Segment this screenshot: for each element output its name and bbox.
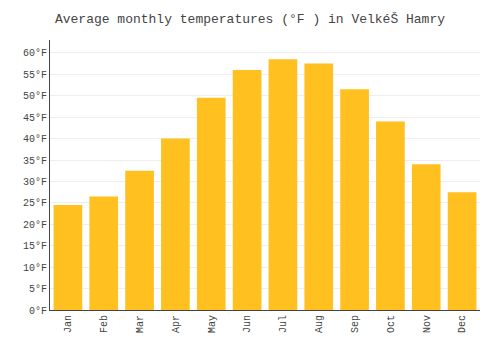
svg-text:0°F: 0°F <box>29 306 47 317</box>
svg-text:Feb: Feb <box>99 315 110 333</box>
svg-text:40°F: 40°F <box>23 134 47 145</box>
svg-text:May: May <box>207 315 218 333</box>
svg-text:Apr: Apr <box>171 315 182 333</box>
svg-text:Oct: Oct <box>386 315 397 333</box>
svg-text:Mar: Mar <box>135 315 146 333</box>
svg-text:35°F: 35°F <box>23 156 47 167</box>
svg-text:Average monthly temperatures (: Average monthly temperatures (°F ) in Ve… <box>55 12 445 27</box>
svg-text:55°F: 55°F <box>23 70 47 81</box>
svg-text:Jul: Jul <box>278 315 289 333</box>
svg-text:Jun: Jun <box>242 315 253 333</box>
svg-text:10°F: 10°F <box>23 263 47 274</box>
svg-text:50°F: 50°F <box>23 91 47 102</box>
svg-text:25°F: 25°F <box>23 198 47 209</box>
svg-text:30°F: 30°F <box>23 177 47 188</box>
svg-text:Dec: Dec <box>457 315 468 333</box>
svg-text:15°F: 15°F <box>23 241 47 252</box>
svg-text:Jan: Jan <box>63 315 74 333</box>
svg-text:Sep: Sep <box>350 315 361 333</box>
svg-text:60°F: 60°F <box>23 48 47 59</box>
svg-text:Aug: Aug <box>314 315 325 333</box>
svg-text:20°F: 20°F <box>23 220 47 231</box>
svg-text:45°F: 45°F <box>23 113 47 124</box>
svg-text:Nov: Nov <box>422 315 433 333</box>
svg-text:5°F: 5°F <box>29 284 47 295</box>
